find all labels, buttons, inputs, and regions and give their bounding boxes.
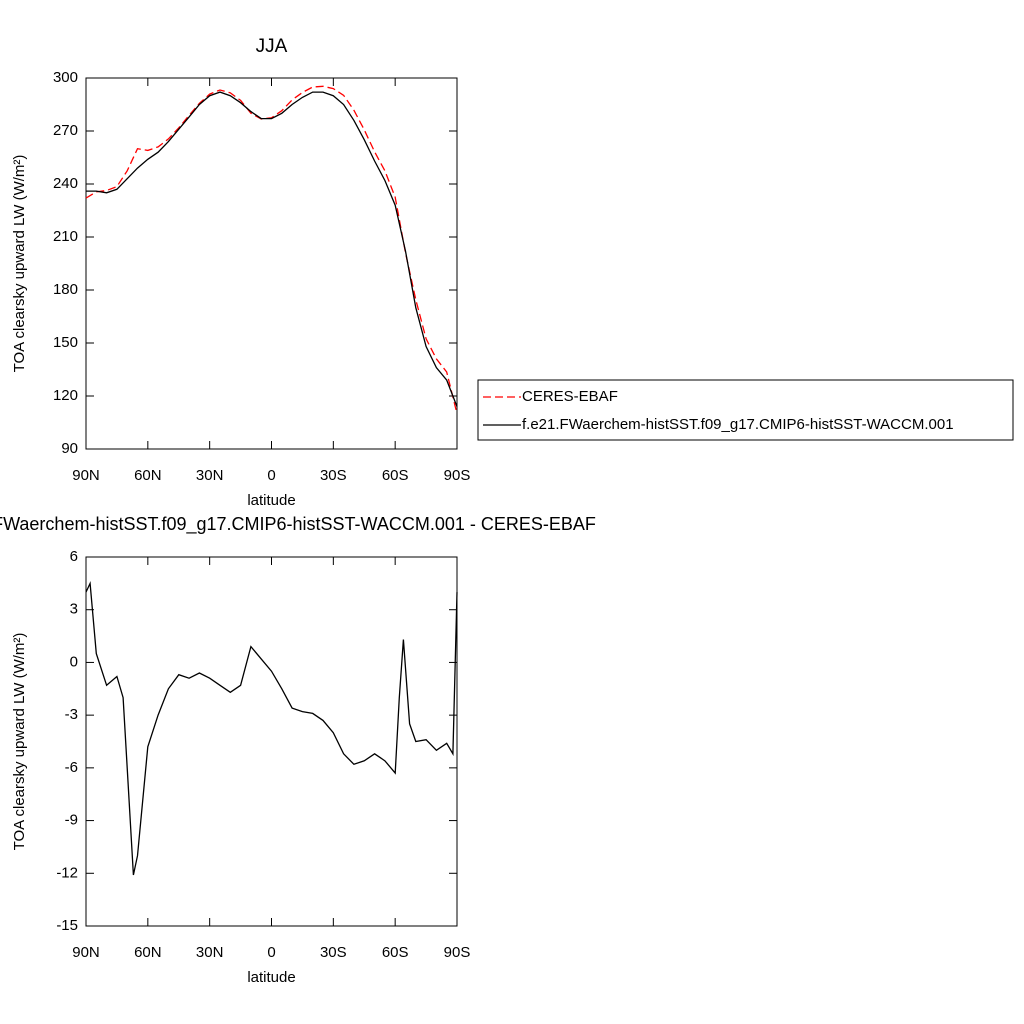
y-tick-label: -15 [56, 917, 78, 934]
y-axis-label: TOA clearsky upward LW (W/m²) [11, 633, 28, 851]
legend-label: f.e21.FWaerchem-histSST.f09_g17.CMIP6-hi… [522, 416, 954, 433]
x-tick-label: 30S [320, 467, 347, 484]
y-tick-label: 120 [53, 387, 78, 404]
legend-box [477, 379, 1014, 441]
series-line [86, 91, 458, 407]
y-axis-label: TOA clearsky upward LW (W/m²) [11, 155, 28, 373]
series-line [85, 85, 458, 414]
y-tick-label: -9 [65, 812, 78, 829]
plot-frame [85, 77, 458, 450]
x-tick-label: 90N [72, 944, 100, 961]
y-tick-label: 0 [70, 653, 78, 670]
x-tick-label: 60N [134, 944, 162, 961]
x-tick-label: 90N [72, 467, 100, 484]
y-tick-label: 300 [53, 69, 78, 86]
chart-title: JJA [256, 36, 288, 57]
x-tick-label: 60S [382, 944, 409, 961]
y-tick-label: 270 [53, 122, 78, 139]
y-tick-label: 6 [70, 548, 78, 565]
y-tick-label: 150 [53, 334, 78, 351]
series-line [85, 580, 458, 876]
x-tick-label: 30N [196, 944, 224, 961]
y-tick-label: 3 [70, 601, 78, 618]
x-tick-label: 30N [196, 467, 224, 484]
x-tick-label: 0 [267, 467, 275, 484]
x-tick-label: 90S [444, 467, 471, 484]
y-tick-label: -12 [56, 864, 78, 881]
y-tick-label: -3 [65, 706, 78, 723]
y-tick-label: 90 [61, 440, 78, 457]
y-tick-label: -6 [65, 759, 78, 776]
y-tick-label: 180 [53, 281, 78, 298]
x-tick-label: 60N [134, 467, 162, 484]
x-axis-label: latitude [247, 969, 295, 986]
plot-frame [85, 556, 458, 927]
chart-title: f.e21.FWaerchem-histSST.f09_g17.CMIP6-hi… [0, 514, 596, 535]
legend-label: CERES-EBAF [522, 388, 618, 405]
y-tick-label: 240 [53, 175, 78, 192]
x-tick-label: 0 [267, 944, 275, 961]
y-tick-label: 210 [53, 228, 78, 245]
x-axis-label: latitude [247, 492, 295, 509]
x-tick-label: 30S [320, 944, 347, 961]
x-tick-label: 60S [382, 467, 409, 484]
x-tick-label: 90S [444, 944, 471, 961]
